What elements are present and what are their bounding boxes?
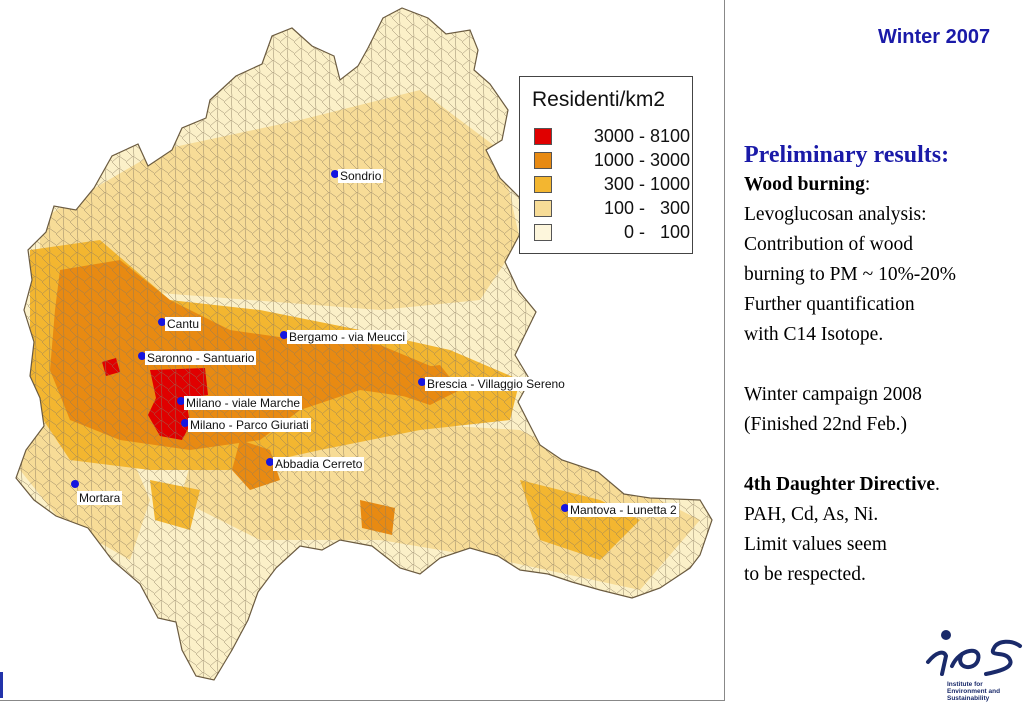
station-dot — [331, 170, 339, 178]
station-label: Brescia - Villaggio Sereno — [425, 377, 567, 391]
logo-caption-line: Institute for — [947, 681, 983, 688]
station-label: Milano - Parco Giuriati — [188, 418, 311, 432]
legend-class: 300 - 1000 — [534, 174, 690, 196]
legend-label: 1000 - 3000 — [593, 150, 690, 170]
station-label: Milano - viale Marche — [184, 396, 303, 410]
station-dot — [266, 458, 274, 466]
text-line: with C14 Isotope. — [744, 324, 884, 345]
legend-title: Residenti/km2 — [532, 88, 666, 111]
results-panel: Preliminary results: Wood burning: Levog… — [744, 140, 1024, 590]
station-label: Cantu — [165, 317, 202, 331]
station-dot — [280, 331, 288, 339]
population-density-map: Residenti/km2 3000 - 8100 1000 - 3000 30… — [0, 0, 725, 701]
legend-swatch — [534, 128, 552, 145]
left-edge-accent — [0, 672, 3, 698]
legend-swatch — [534, 152, 552, 169]
station-label: Mantova - Lunetta 2 — [568, 503, 679, 517]
legend-class: 100 - 300 — [534, 198, 690, 220]
logo-caption-line: Sustainability — [947, 695, 990, 702]
station-dot — [177, 397, 185, 405]
legend-label: 100 - 300 — [603, 198, 690, 218]
spacer — [744, 350, 1024, 380]
legend-class: 0 - 100 — [534, 222, 690, 244]
legend-label: 3000 - 8100 — [593, 126, 690, 146]
station-dot — [138, 352, 146, 360]
wood-burning-label: Wood burning — [744, 174, 865, 195]
slide-title: Winter 2007 — [878, 26, 991, 48]
text-line: Levoglucosan analysis: — [744, 204, 927, 225]
station-dot — [561, 504, 569, 512]
station-dot — [181, 419, 189, 427]
legend-swatch — [534, 176, 552, 193]
legend-label: 0 - 100 — [623, 222, 690, 242]
wood-burning-line: Wood burning: — [744, 170, 1024, 200]
station-label: Bergamo - via Meucci — [287, 330, 408, 344]
directive-label: 4th Daughter Directive — [744, 474, 935, 495]
legend-label: 300 - 1000 — [603, 174, 690, 194]
station-dot — [418, 378, 426, 386]
station-label: Saronno - Santuario — [145, 351, 257, 365]
legend-swatch — [534, 224, 552, 241]
text-line: Limit values seem — [744, 534, 887, 555]
spacer — [744, 440, 1024, 470]
text-line: burning to PM ~ 10%-20% — [744, 264, 957, 285]
logo-caption-line: Environment and — [947, 688, 1001, 695]
results-heading: Preliminary results: — [744, 142, 950, 168]
text-line: (Finished 22nd Feb.) — [744, 414, 908, 435]
text-line: to be respected. — [744, 564, 866, 585]
text-line: Winter campaign 2008 — [744, 384, 922, 405]
legend-class: 1000 - 3000 — [534, 150, 690, 172]
directive-line: 4th Daughter Directive. — [744, 470, 1024, 500]
ies-logo-icon — [926, 630, 1022, 676]
station-label: Mortara — [77, 491, 123, 505]
text-line: PAH, Cd, As, Ni. — [744, 504, 879, 525]
text-line: Contribution of wood — [744, 234, 913, 255]
logo-caption: Institute for Environment and Sustainabi… — [947, 681, 1000, 702]
map-legend: Residenti/km2 3000 - 8100 1000 - 3000 30… — [519, 76, 693, 254]
station-label: Sondrio — [338, 169, 384, 183]
legend-swatch — [534, 200, 552, 217]
text-line: Further quantification — [744, 294, 915, 315]
station-label: Abbadia Cerreto — [273, 457, 365, 471]
station-dot — [158, 318, 166, 326]
wood-burning-colon: : — [864, 174, 871, 195]
directive-dot: . — [935, 474, 940, 495]
legend-class: 3000 - 8100 — [534, 126, 690, 148]
station-dot — [71, 480, 79, 488]
